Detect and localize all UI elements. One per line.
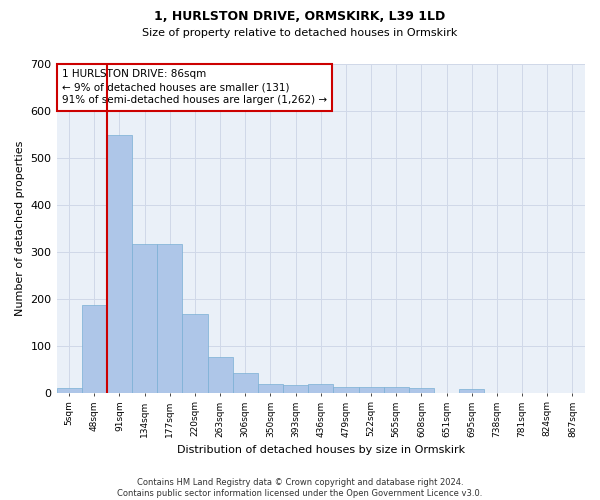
Bar [459,389,484,392]
Text: Size of property relative to detached houses in Ormskirk: Size of property relative to detached ho… [142,28,458,38]
Bar [308,384,334,392]
Bar [56,388,82,392]
Text: 1 HURLSTON DRIVE: 86sqm
← 9% of detached houses are smaller (131)
91% of semi-de: 1 HURLSTON DRIVE: 86sqm ← 9% of detached… [62,69,327,106]
Bar [359,387,383,392]
Bar [182,314,208,392]
Text: Contains HM Land Registry data © Crown copyright and database right 2024.
Contai: Contains HM Land Registry data © Crown c… [118,478,482,498]
Bar [208,356,233,392]
X-axis label: Distribution of detached houses by size in Ormskirk: Distribution of detached houses by size … [177,445,465,455]
Bar [409,388,434,392]
Text: 1, HURLSTON DRIVE, ORMSKIRK, L39 1LD: 1, HURLSTON DRIVE, ORMSKIRK, L39 1LD [154,10,446,23]
Bar [283,384,308,392]
Bar [107,136,132,392]
Bar [132,244,157,392]
Y-axis label: Number of detached properties: Number of detached properties [15,140,25,316]
Bar [157,244,182,392]
Bar [233,374,258,392]
Bar [82,306,107,392]
Bar [383,387,409,392]
Bar [258,384,283,392]
Bar [334,387,359,392]
